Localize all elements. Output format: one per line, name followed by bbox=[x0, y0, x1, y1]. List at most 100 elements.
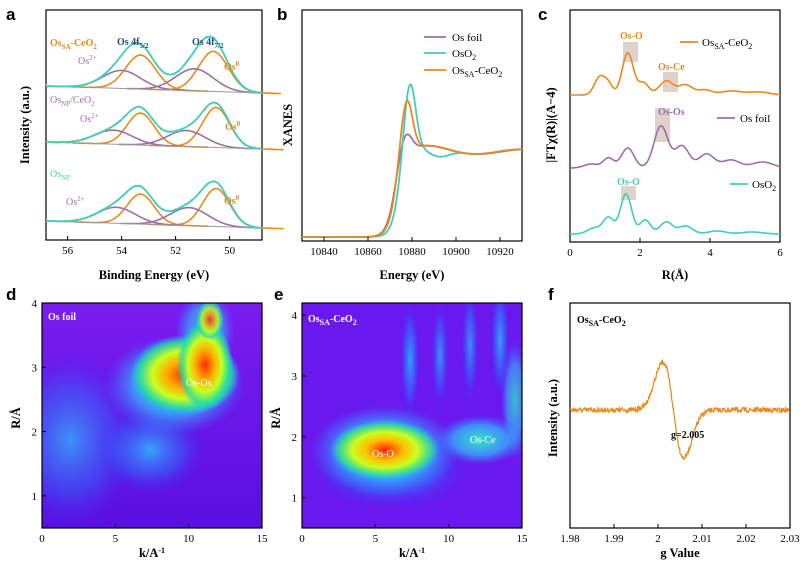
panel-a-os0-label-1: Os0 bbox=[224, 60, 240, 73]
xps-fit-2 bbox=[46, 180, 263, 229]
panel-e-wavelet-ossa: 0 5 10 15 1 2 3 4 OsSA-CeO2 Os-O Os-Ce k/A-1 R/… bbox=[269, 302, 529, 560]
panel-c-frame bbox=[569, 9, 781, 243]
panel-f-ticklabel-2.02: 2.02 bbox=[736, 533, 755, 545]
panel-c-curves bbox=[569, 52, 781, 235]
panel-d-yticklabel-1: 1 bbox=[32, 491, 38, 503]
panel-e-label-os-ce: Os-Ce bbox=[470, 435, 496, 446]
panel-f-ticklabel-2.03: 2.03 bbox=[780, 533, 800, 545]
panel-label-c: c bbox=[538, 5, 547, 24]
xps-background-0 bbox=[45, 85, 257, 94]
panel-a-xps: 56 54 52 50 Binding Energy (eV) Intensity (… bbox=[18, 9, 284, 282]
panel-a-os2-label-2: Os2+ bbox=[80, 112, 99, 125]
panel-b-ticklabel-10860: 10860 bbox=[354, 246, 382, 258]
panel-a-xlabel: Binding Energy (eV) bbox=[99, 268, 209, 282]
panel-e-ticklabel-15: 15 bbox=[517, 533, 529, 545]
xanes-1 bbox=[302, 83, 522, 238]
panel-b-ticklabel-10840: 10840 bbox=[310, 246, 338, 258]
shade-os-o-top bbox=[623, 42, 638, 62]
panel-e-ticklabel-10: 10 bbox=[443, 533, 455, 545]
panel-d-ticklabel-5: 5 bbox=[113, 533, 119, 545]
panel-b-curves bbox=[302, 83, 523, 238]
xps-raw-1 bbox=[45, 102, 263, 151]
panel-f-epr: 1.98 1.99 2 2.01 2.02 2.03 OsSA-CeO2 g=2.005 … bbox=[546, 302, 800, 560]
panel-e-yticklabel-2: 2 bbox=[292, 432, 298, 444]
panel-a-os0-label-2: Os0 bbox=[225, 120, 241, 133]
panel-b-ticklabel-10880: 10880 bbox=[398, 246, 426, 258]
panel-d-ticklabel-10: 10 bbox=[183, 533, 195, 545]
panel-e-ticklabel-0: 0 bbox=[299, 533, 305, 545]
panel-a-os2-label-1: Os2+ bbox=[78, 54, 97, 67]
xps-fit-0 bbox=[46, 35, 263, 94]
panel-c-label-os-o-bottom: Os-O bbox=[617, 177, 640, 188]
panel-e-stripe-3 bbox=[461, 303, 479, 405]
panel-c-xlabel: R(Å) bbox=[662, 268, 688, 282]
xps-component-1-3 bbox=[118, 129, 254, 150]
xps-component-2-3 bbox=[121, 206, 257, 229]
panel-c-ticklabel-6: 6 bbox=[777, 247, 783, 259]
panel-c-label-os-os: Os-Os bbox=[658, 107, 685, 118]
panel-a-os2-label-3: Os2+ bbox=[66, 195, 85, 208]
panel-d-ticks: 0 5 10 15 1 2 3 4 bbox=[32, 298, 269, 545]
panel-d-ticklabel-15: 15 bbox=[257, 533, 269, 545]
panel-e-hotspot bbox=[330, 420, 440, 480]
panel-f-ticklabel-1.98: 1.98 bbox=[560, 533, 580, 545]
panel-f-ticks: 1.98 1.99 2 2.01 2.02 2.03 bbox=[560, 524, 800, 545]
panel-f-annotation-g: g=2.005 bbox=[671, 430, 704, 441]
panel-b-ticklabel-10900: 10900 bbox=[442, 246, 470, 258]
panel-d-hotspot-top bbox=[196, 303, 224, 340]
panel-a-ticklabel-56: 56 bbox=[62, 245, 74, 257]
panel-e-ticklabel-5: 5 bbox=[373, 533, 379, 545]
panel-e-yticklabel-3: 3 bbox=[292, 371, 298, 383]
panel-b-ylabel: XANES bbox=[281, 104, 295, 146]
xps-background-2 bbox=[45, 220, 257, 229]
panel-a-curves bbox=[45, 34, 284, 230]
panel-d-yticklabel-3: 3 bbox=[32, 362, 38, 374]
legend-label-os-foil: Os foil bbox=[452, 32, 482, 44]
panel-a-ticklabel-50: 50 bbox=[224, 245, 236, 257]
ft-ossa bbox=[570, 52, 781, 96]
panel-d-label-os-os: Os-Os bbox=[186, 378, 212, 389]
xps-component-0-1 bbox=[145, 50, 281, 95]
panel-d-title: Os foil bbox=[48, 312, 76, 323]
panel-e-yticklabel-1: 1 bbox=[292, 493, 298, 505]
xps-fit-1 bbox=[46, 101, 263, 150]
panel-c-legend: OsSA-CeO2 Os foil OsO2 bbox=[680, 37, 776, 193]
panel-d-ylabel: R/Å bbox=[9, 407, 23, 429]
panel-d-frame bbox=[41, 302, 263, 529]
panel-b-legend: Os foil OsO2 OsSA-CeO2 bbox=[424, 32, 502, 79]
ft-oso2 bbox=[570, 193, 780, 235]
panel-e-frame bbox=[301, 302, 523, 529]
panel-e-xlabel: k/A-1 bbox=[399, 546, 425, 560]
panel-a-peak1-label: Os 4f5/2 bbox=[117, 37, 149, 50]
panel-a-os0-label-3: Os0 bbox=[224, 194, 240, 207]
panel-f-ticklabel-2: 2 bbox=[655, 533, 661, 545]
panel-a-sample2-label: OsNP/CeO2 bbox=[50, 95, 95, 108]
panel-label-f: f bbox=[548, 285, 554, 304]
xps-component-0-3 bbox=[127, 68, 263, 94]
legend-c-label-ossa: OsSA-CeO2 bbox=[702, 37, 752, 51]
panel-c-ticklabel-4: 4 bbox=[707, 247, 713, 259]
panel-f-ylabel: Intensity (a.u.) bbox=[546, 379, 560, 457]
panel-b-xanes: 10840 10860 10880 10900 10920 Energy (eV) XA… bbox=[281, 9, 523, 282]
panel-label-e: e bbox=[274, 285, 283, 304]
panel-e-title: OsSA-CeO2 bbox=[308, 314, 357, 327]
panel-b-ticks: 10840 10860 10880 10900 10920 bbox=[310, 237, 514, 258]
panel-a-sample1-label: OsSA-CeO2 bbox=[50, 38, 97, 51]
panel-c-ticklabel-0: 0 bbox=[567, 247, 573, 259]
panel-e-yticklabel-4: 4 bbox=[292, 310, 298, 322]
panel-label-d: d bbox=[6, 285, 16, 304]
panel-f-curves bbox=[569, 359, 791, 461]
legend-c-label-os-foil: Os foil bbox=[740, 113, 770, 125]
xps-component-2-1 bbox=[148, 187, 284, 230]
panel-a-ticks: 56 54 52 50 bbox=[62, 236, 236, 257]
panel-a-frame bbox=[45, 9, 263, 241]
panel-c-label-os-ce: Os-Ce bbox=[658, 62, 685, 73]
panel-b-ticklabel-10920: 10920 bbox=[486, 246, 514, 258]
xps-background-1 bbox=[45, 141, 257, 150]
panel-b-xlabel: Energy (eV) bbox=[380, 268, 445, 282]
panel-f-ticklabel-1.99: 1.99 bbox=[604, 533, 624, 545]
panel-c-ticklabel-2: 2 bbox=[637, 247, 643, 259]
panel-a-ticklabel-52: 52 bbox=[170, 245, 181, 257]
epr-spectrum bbox=[569, 359, 791, 461]
